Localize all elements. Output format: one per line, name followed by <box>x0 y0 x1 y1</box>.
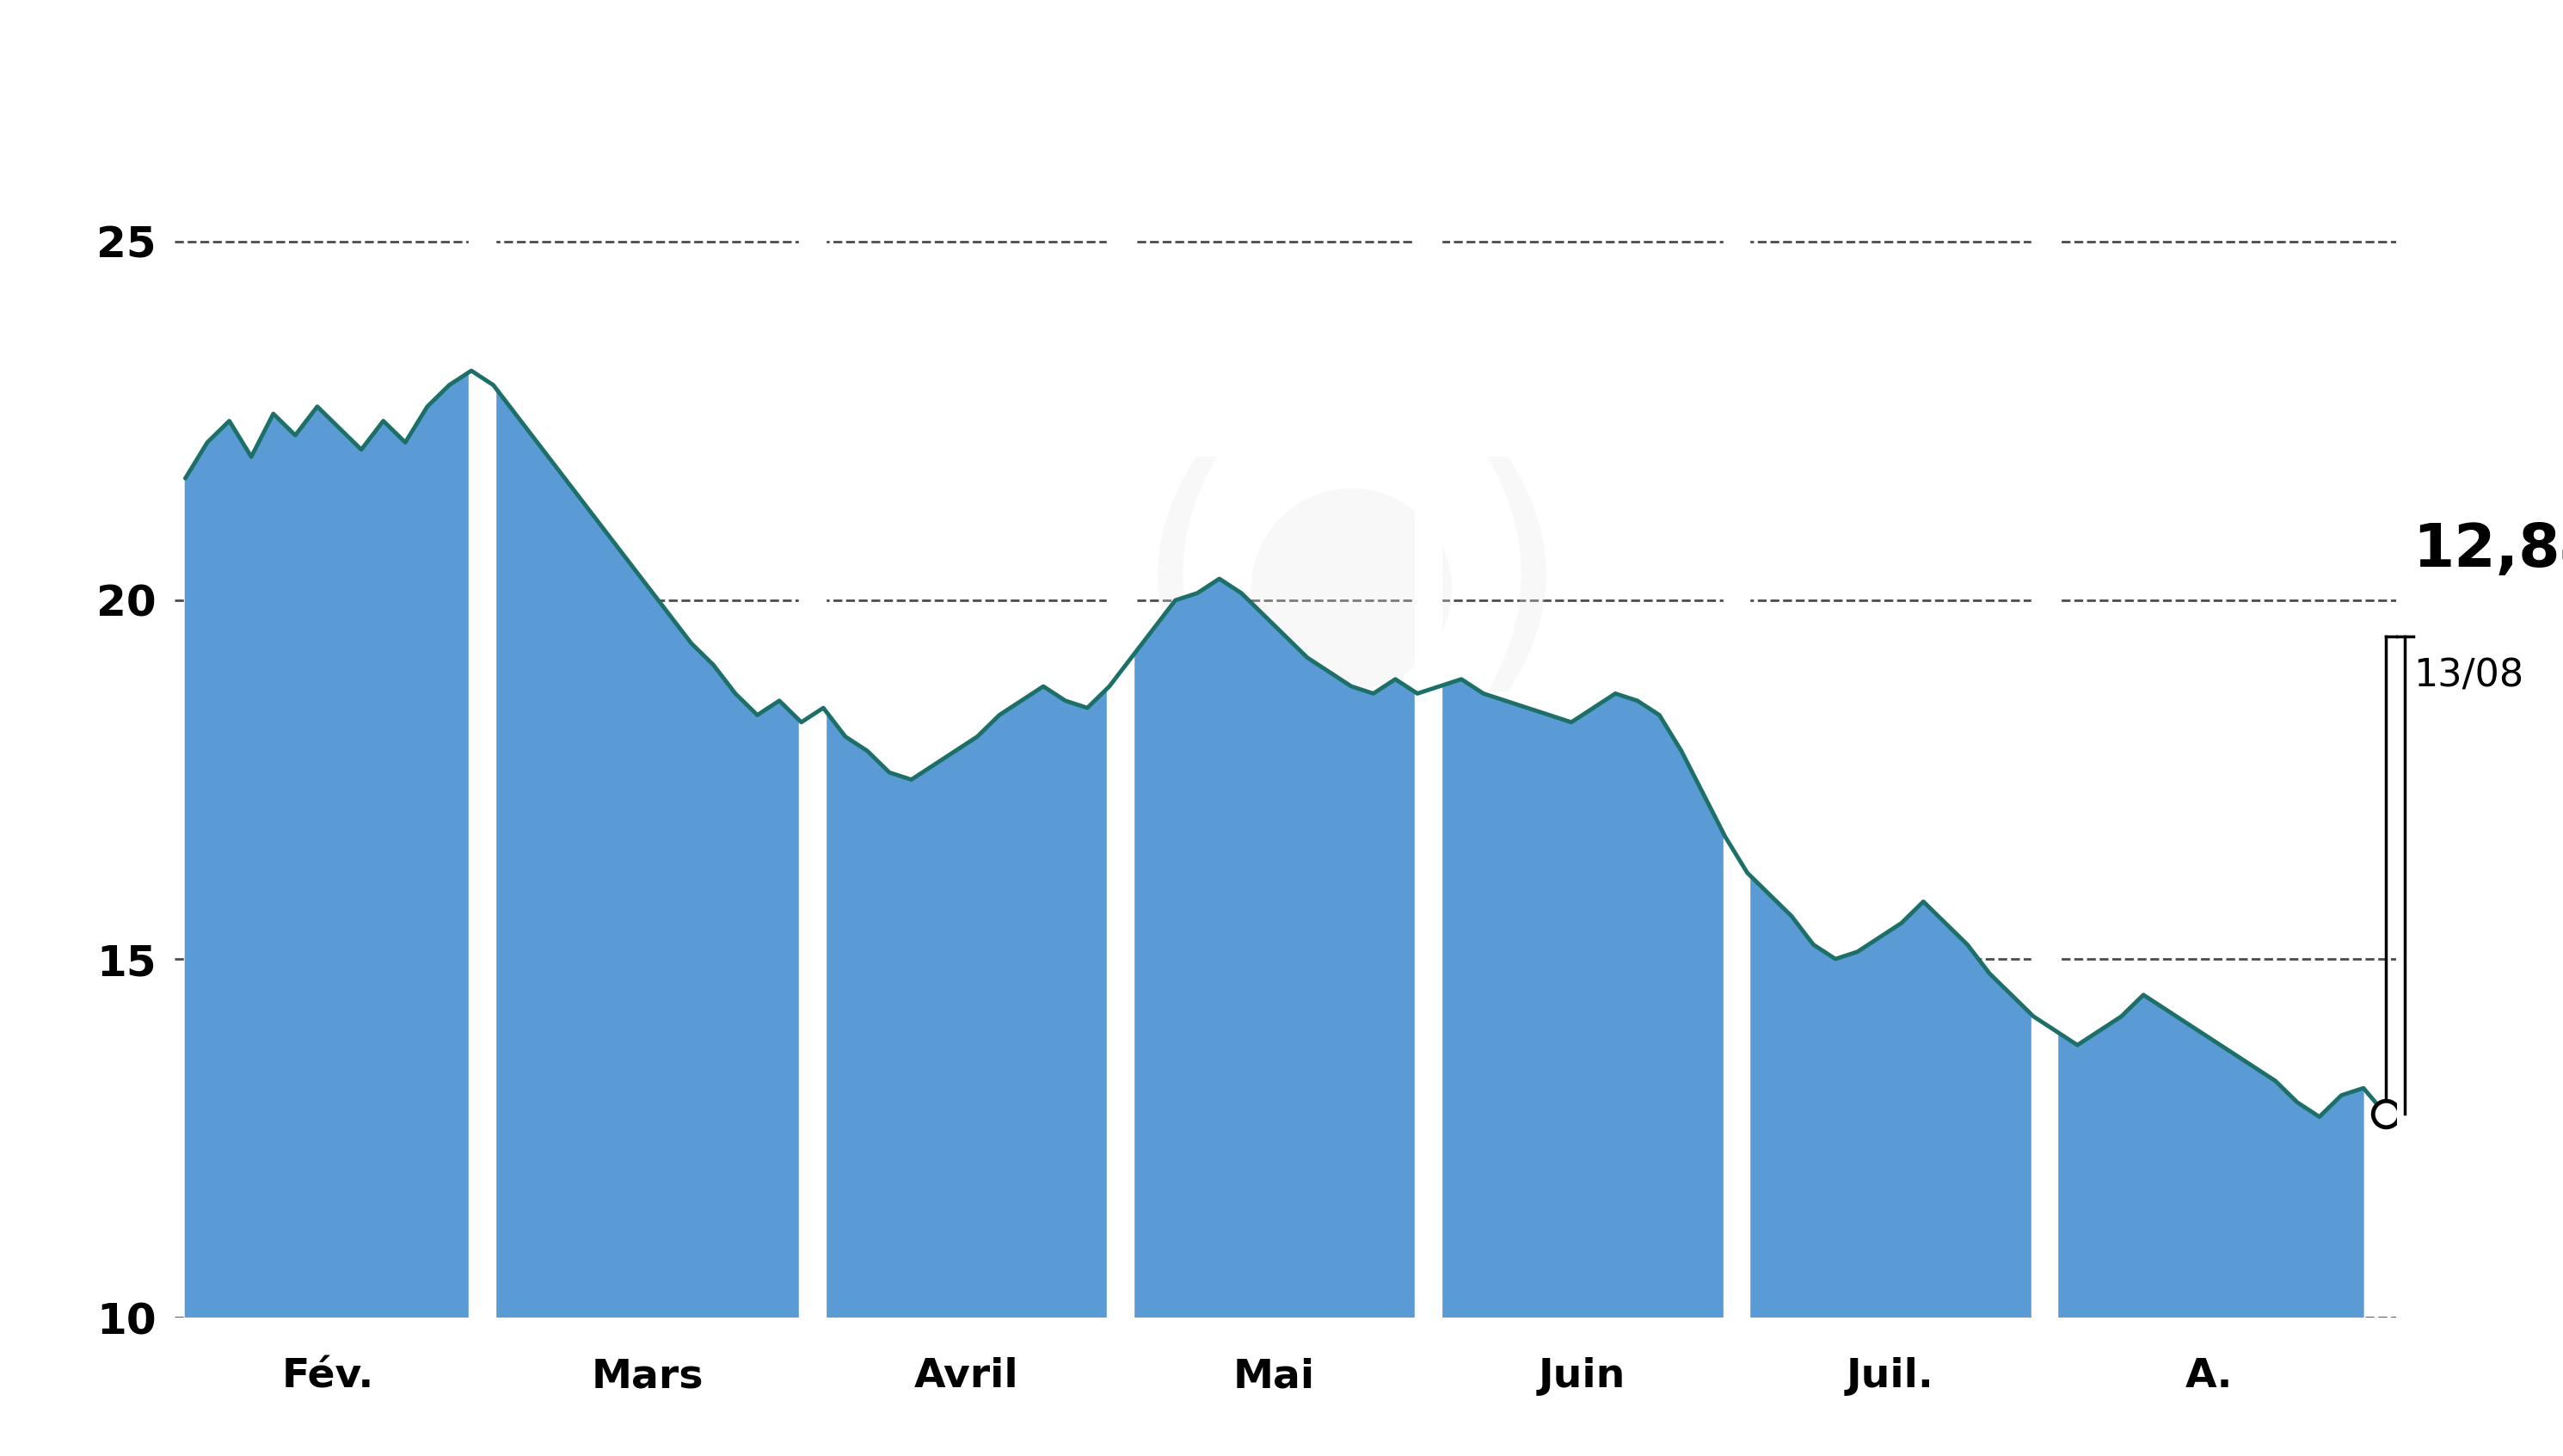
Bar <box>1722 134 1751 1318</box>
Bar <box>1107 134 1133 1318</box>
Bar <box>1415 134 1440 1318</box>
Text: Fév.: Fév. <box>282 1357 374 1396</box>
Bar <box>469 134 495 1318</box>
Text: 13/08: 13/08 <box>2414 658 2522 695</box>
Text: A.: A. <box>2186 1357 2232 1396</box>
Text: 12,84: 12,84 <box>2414 521 2563 578</box>
Text: Juil.: Juil. <box>1845 1357 1935 1396</box>
Bar <box>800 134 825 1318</box>
Text: PVA TePla AG: PVA TePla AG <box>1005 16 1558 89</box>
Bar <box>2032 134 2058 1318</box>
Polygon shape <box>823 686 1110 1318</box>
Polygon shape <box>1440 678 1725 1318</box>
Polygon shape <box>2056 994 2363 1318</box>
Polygon shape <box>1130 578 1417 1318</box>
Text: Avril: Avril <box>915 1357 1018 1396</box>
Text: Mai: Mai <box>1233 1357 1315 1396</box>
Text: (●): (●) <box>1135 456 1569 712</box>
Text: Juin: Juin <box>1538 1357 1625 1396</box>
Text: Mars: Mars <box>592 1357 702 1396</box>
Polygon shape <box>492 384 802 1318</box>
Polygon shape <box>185 371 472 1318</box>
Polygon shape <box>1748 874 2032 1318</box>
